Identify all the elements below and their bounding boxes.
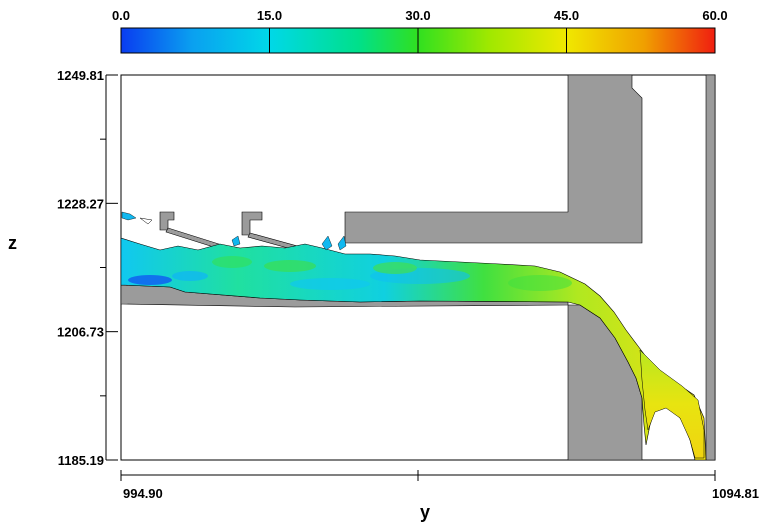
x-axis-title: y — [420, 502, 430, 522]
y-axis-title: z — [8, 233, 17, 253]
flow-patch — [264, 260, 316, 272]
splash — [231, 235, 241, 247]
colorbar-labels: 0.0 15.0 30.0 45.0 60.0 — [112, 8, 728, 23]
splash — [337, 235, 347, 251]
y-tick-label: 1206.73 — [57, 325, 104, 340]
colorbar-tick-label: 0.0 — [112, 8, 130, 23]
flow-patch — [212, 256, 252, 268]
y-tick-label: 1185.19 — [58, 453, 104, 468]
colorbar-ticks — [269, 28, 567, 53]
flow-patch — [508, 275, 572, 291]
right-wall — [705, 75, 715, 460]
x-tick-label: 1094.81 — [712, 486, 759, 501]
y-tick-label: 1228.27 — [57, 196, 104, 211]
y-axis-tick-labels: 1249.81 1228.27 1206.73 1185.19 — [57, 68, 104, 468]
colorbar-tick-label: 45.0 — [554, 8, 579, 23]
upper-structure — [344, 75, 643, 244]
gate-pier-1 — [159, 211, 175, 231]
flow-patch — [290, 278, 370, 290]
splash — [139, 217, 153, 225]
flow-patch — [373, 262, 417, 274]
colorbar-tick-label: 30.0 — [405, 8, 430, 23]
x-axis-ticks — [120, 470, 716, 481]
jet-tail — [639, 349, 705, 459]
solid-geometry — [121, 75, 715, 460]
colorbar-tick-label: 15.0 — [257, 8, 282, 23]
y-axis: 1249.81 1228.27 1206.73 1185.19 z — [8, 68, 118, 468]
x-axis-tick-labels: 994.90 1094.81 — [123, 486, 759, 501]
colorbar-tick-label: 60.0 — [702, 8, 727, 23]
flow-patch — [128, 275, 172, 285]
flow-patch — [172, 271, 208, 281]
splash — [321, 235, 333, 251]
gate-pier-2 — [241, 211, 263, 236]
y-tick-label: 1249.81 — [57, 68, 104, 83]
splash — [121, 211, 137, 221]
x-tick-label: 994.90 — [123, 486, 163, 501]
y-axis-ticks — [100, 74, 118, 461]
flow-field — [121, 211, 707, 460]
plot-area — [120, 74, 716, 461]
colorbar: 0.0 15.0 30.0 45.0 60.0 — [112, 8, 728, 54]
x-axis: 994.90 1094.81 y — [120, 470, 759, 522]
